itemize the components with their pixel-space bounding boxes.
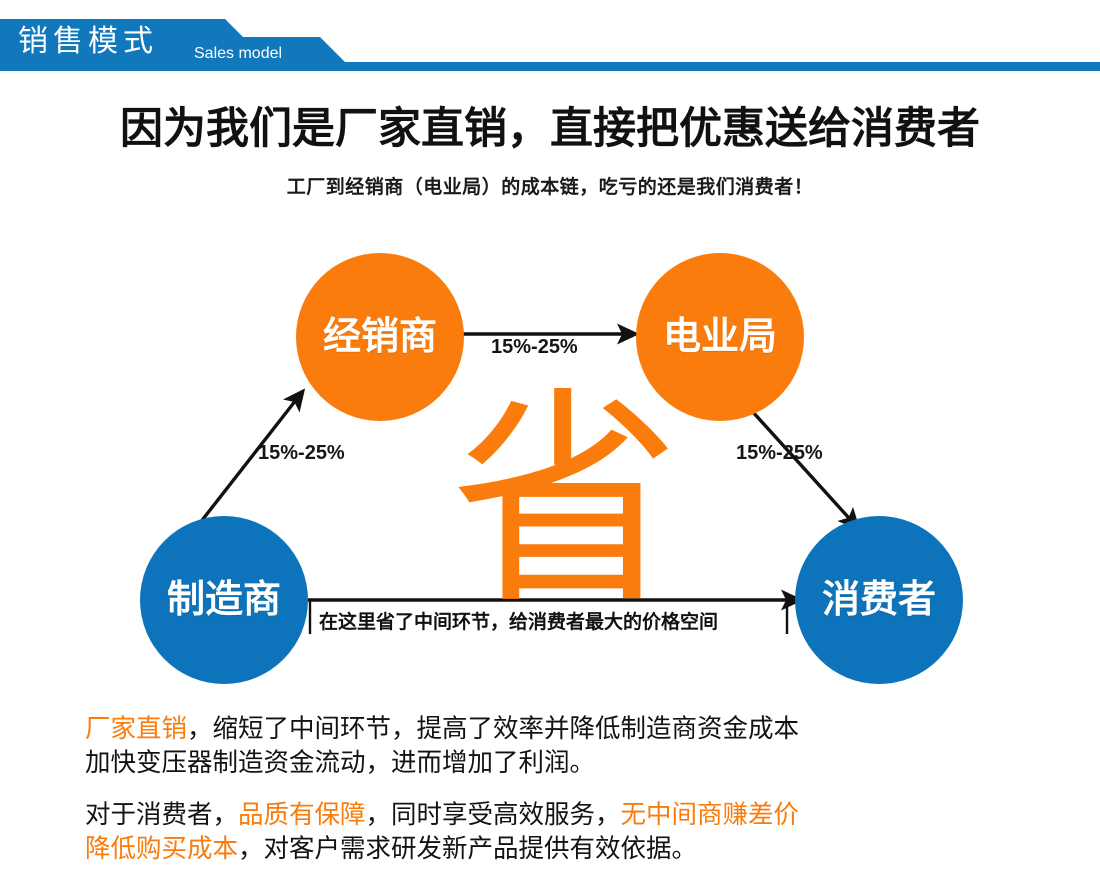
edge-manufacturer-distributor bbox=[194, 388, 306, 530]
footer-paragraph-1: 厂家直销，缩短了中间环节，提高了效率并降低制造商资金成本加快变压器制造资金流动，… bbox=[85, 712, 1035, 780]
edge-label-power-bureau-consumer: 15%-25% bbox=[736, 442, 823, 464]
footer-paragraph-2: 对于消费者，品质有保障，同时享受高效服务，无中间商赚差价降低购买成本，对客户需求… bbox=[85, 798, 1035, 866]
edge-power-bureau-consumer bbox=[740, 398, 861, 531]
sales-model-diagram: 省 经销商 电业局 制造商 消费者 15%-25% 15%-25% 15%-25… bbox=[0, 228, 1100, 698]
banner-title-en: Sales model bbox=[194, 45, 283, 62]
node-manufacturer[interactable]: 制造商 bbox=[140, 516, 308, 684]
edge-label-manufacturer-distributor: 15%-25% bbox=[258, 442, 345, 464]
edge-label-distributor-power-bureau: 15%-25% bbox=[491, 336, 578, 358]
footer-highlight-direct-sales: 厂家直销 bbox=[85, 715, 188, 743]
footer-highlight-quality: 品质有保障 bbox=[238, 801, 366, 829]
node-consumer-label: 消费者 bbox=[821, 579, 936, 621]
page-subtitle: 工厂到经销商（电业局）的成本链，吃亏的还是我们消费者！ bbox=[286, 177, 814, 198]
page-header-banner: 销售模式 Sales model bbox=[0, 0, 1100, 90]
footer-p1-text-c: 加快变压器制造资金流动，进而增加了利润。 bbox=[85, 749, 596, 777]
node-manufacturer-label: 制造商 bbox=[166, 579, 281, 621]
footer-highlight-no-middleman: 无中间商赚差价 bbox=[620, 801, 800, 829]
node-distributor-label: 经销商 bbox=[322, 316, 437, 358]
banner-shape bbox=[0, 19, 1100, 71]
footer-p2-text-f: ，对客户需求研发新产品提供有效依据。 bbox=[238, 835, 698, 863]
node-power-bureau[interactable]: 电业局 bbox=[636, 253, 804, 421]
footer-p1-text-b: ，缩短了中间环节，提高了效率并降低制造商资金成本 bbox=[187, 715, 800, 743]
node-power-bureau-label: 电业局 bbox=[662, 316, 777, 358]
node-distributor[interactable]: 经销商 bbox=[296, 253, 464, 421]
footer-p2-text-a: 对于消费者， bbox=[85, 801, 239, 829]
footer-highlight-lower-cost: 降低购买成本 bbox=[85, 835, 239, 863]
edge-label-manufacturer-consumer: 在这里省了中间环节，给消费者最大的价格空间 bbox=[319, 612, 719, 633]
diagram-connectors bbox=[194, 323, 861, 634]
banner-title-cn: 销售模式 bbox=[18, 25, 158, 58]
footer-description: 厂家直销，缩短了中间环节，提高了效率并降低制造商资金成本加快变压器制造资金流动，… bbox=[85, 712, 1035, 866]
page-title: 因为我们是厂家直销，直接把优惠送给消费者 bbox=[120, 104, 980, 154]
node-consumer[interactable]: 消费者 bbox=[795, 516, 963, 684]
footer-p2-text-c: ，同时享受高效服务， bbox=[365, 801, 621, 829]
